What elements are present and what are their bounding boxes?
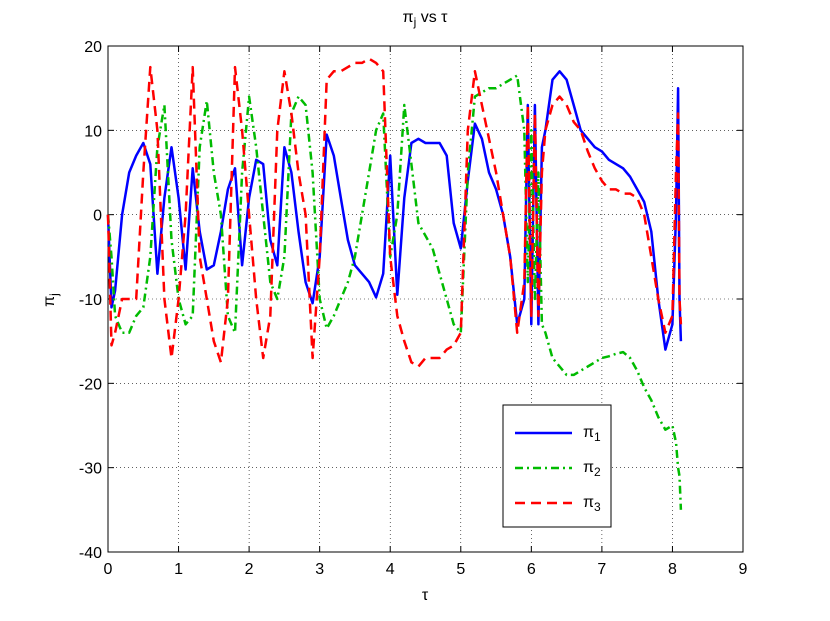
x-tick-label: 6 bbox=[527, 561, 536, 578]
x-tick-label: 9 bbox=[739, 561, 748, 578]
y-axis-label: πj bbox=[41, 293, 61, 307]
x-tick-label: 2 bbox=[245, 561, 254, 578]
line-series bbox=[106, 57, 683, 368]
legend-label: π3 bbox=[583, 494, 601, 514]
y-tick-label: -40 bbox=[79, 545, 102, 562]
x-axis-label: τ bbox=[422, 587, 429, 604]
y-tick-label: -10 bbox=[79, 292, 102, 309]
x-tick-label: 1 bbox=[174, 561, 183, 578]
y-tick-label: -20 bbox=[79, 376, 102, 393]
legend-box bbox=[502, 404, 612, 528]
x-tick-label: 8 bbox=[668, 561, 677, 578]
y-tick-label: 0 bbox=[93, 208, 102, 225]
plot-frame bbox=[107, 45, 744, 553]
y-tick-label: -30 bbox=[79, 461, 102, 478]
line-series bbox=[106, 70, 683, 351]
y-tick-label: 20 bbox=[84, 39, 102, 56]
legend-label: π1 bbox=[583, 424, 601, 444]
x-tick-label: 4 bbox=[386, 561, 395, 578]
y-tick-label: 10 bbox=[84, 123, 102, 140]
chart-title: πj vs τ bbox=[403, 9, 449, 29]
x-tick-label: 0 bbox=[104, 561, 113, 578]
x-tick-label: 7 bbox=[597, 561, 606, 578]
x-tick-label: 5 bbox=[456, 561, 465, 578]
line-series bbox=[106, 74, 683, 510]
x-tick-label: 3 bbox=[315, 561, 324, 578]
legend-label: π2 bbox=[583, 459, 601, 479]
